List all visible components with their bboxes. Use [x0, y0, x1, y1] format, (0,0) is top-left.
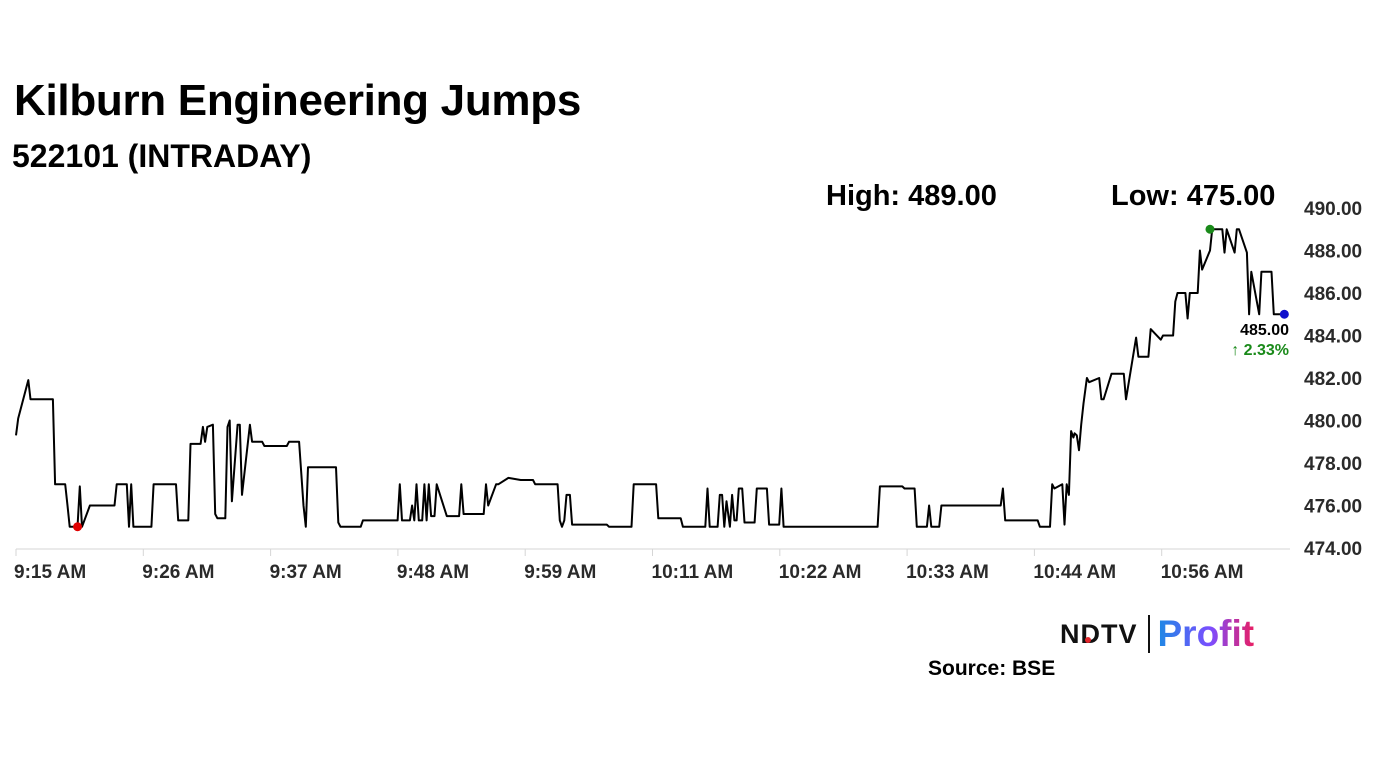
- chart-series: [15, 228, 1284, 528]
- chart-axes: [15, 548, 1290, 556]
- y-tick-label: 488.00: [1304, 242, 1362, 263]
- y-tick-label: 486.00: [1304, 284, 1362, 305]
- x-tick-label: 9:48 AM: [397, 562, 469, 583]
- low-marker: [73, 522, 83, 532]
- chart-markers: [73, 224, 1289, 532]
- y-tick-label: 482.00: [1304, 369, 1362, 390]
- x-tick-label: 9:37 AM: [270, 562, 342, 583]
- ndtv-red-dot-icon: [1085, 636, 1091, 643]
- ndtv-profit-logo: NDTV Profit: [1060, 610, 1254, 658]
- ndtv-text: NDTV: [1060, 618, 1138, 649]
- y-tick-label: 490.00: [1304, 199, 1362, 220]
- chart-tick-labels: 9:15 AM 9:26 AM 9:37 AM 9:48 AM 9:59 AM 10:11…: [14, 199, 1362, 583]
- last-price-label: 485.00: [1240, 322, 1289, 339]
- profit-wordmark: Profit: [1157, 613, 1255, 654]
- change-label: ↑ 2.33%: [1231, 342, 1289, 359]
- chart-subtitle: 522101 (INTRADAY): [12, 138, 312, 174]
- y-tick-label: 474.00: [1304, 539, 1362, 560]
- x-tick-label: 10:56 AM: [1161, 562, 1244, 583]
- y-tick-label: 480.00: [1304, 412, 1362, 433]
- y-tick-label: 478.00: [1304, 454, 1362, 475]
- x-tick-label: 10:33 AM: [906, 562, 989, 583]
- y-tick-label: 484.00: [1304, 327, 1362, 348]
- chart-annotations: 485.00 ↑ 2.33%: [1231, 322, 1289, 359]
- x-tick-label: 10:44 AM: [1033, 562, 1116, 583]
- logo-divider: [1147, 615, 1150, 653]
- x-tick-label: 10:22 AM: [779, 562, 862, 583]
- x-tick-label: 10:11 AM: [652, 562, 734, 583]
- y-tick-label: 476.00: [1304, 497, 1362, 518]
- price-line: [15, 228, 1284, 528]
- last-marker: [1279, 309, 1289, 319]
- x-tick-label: 9:15 AM: [14, 562, 86, 583]
- chart-title: Kilburn Engineering Jumps: [14, 76, 581, 125]
- low-label: Low: 475.00: [1111, 180, 1276, 212]
- x-tick-label: 9:59 AM: [524, 562, 596, 583]
- x-tick-label: 9:26 AM: [142, 562, 214, 583]
- source-note: Source: BSE: [928, 657, 1056, 680]
- high-label: High: 489.00: [826, 180, 997, 212]
- high-marker: [1205, 224, 1215, 234]
- ndtv-wordmark: NDTV: [1060, 619, 1138, 650]
